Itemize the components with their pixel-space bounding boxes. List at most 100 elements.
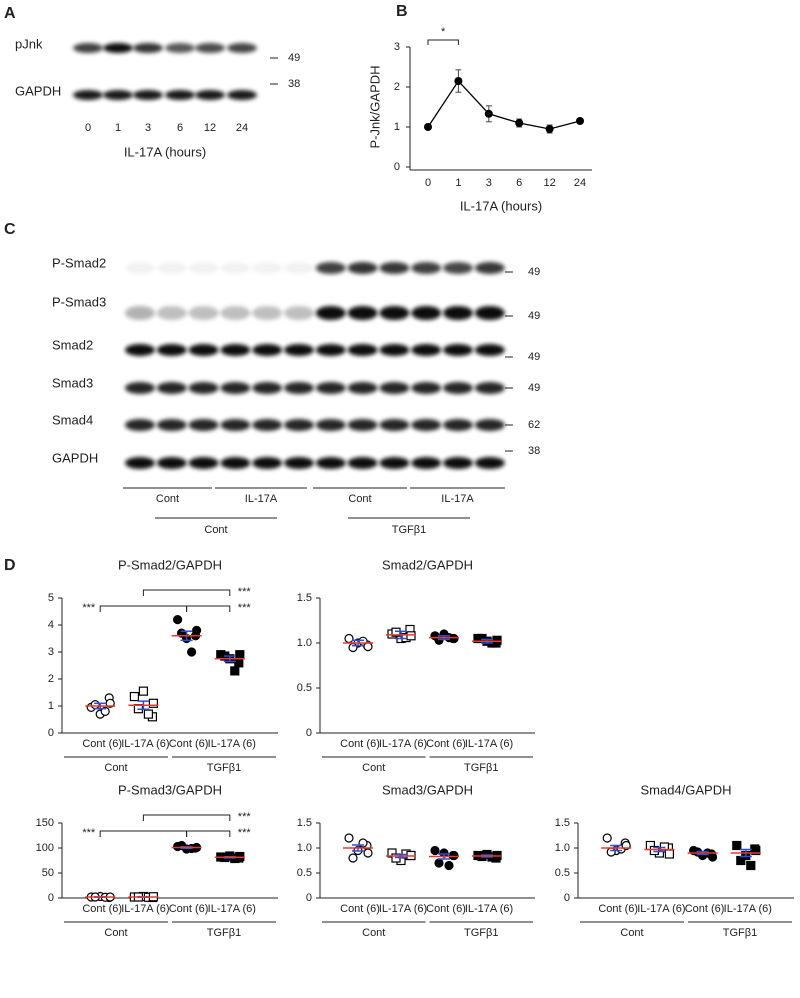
blot-band	[227, 90, 257, 100]
x-tick-label: IL-17A (6)	[379, 903, 427, 915]
x-tick-label: IL-17A (6)	[208, 738, 256, 750]
point	[434, 858, 444, 868]
blot-band	[379, 262, 410, 274]
x-tick-label: 12	[543, 177, 555, 189]
point	[406, 631, 416, 641]
blot-band	[411, 382, 442, 394]
row-label: GAPDH	[52, 450, 98, 465]
y-axis-label: P-Jnk/GAPDH	[367, 65, 382, 148]
blot-band	[315, 262, 346, 274]
y-tick-label: 100	[36, 842, 54, 854]
blot-band	[125, 457, 155, 469]
chart-title: Smad3/GAPDH	[382, 782, 473, 797]
point	[545, 125, 554, 133]
y-tick-label: 1.5	[297, 592, 312, 604]
y-tick-label: 1.0	[297, 637, 312, 649]
group-label: TGFβ1	[464, 762, 498, 774]
group-label: IL-17A	[245, 493, 278, 505]
lane-label: 3	[145, 122, 151, 134]
point	[492, 635, 502, 645]
row-label: Smad4	[52, 412, 93, 427]
blot-band	[411, 262, 442, 274]
y-tick-label: 0	[394, 161, 400, 173]
x-tick-label: Cont (6)	[426, 738, 466, 750]
blot-band	[252, 344, 283, 356]
point	[344, 833, 354, 843]
blot-band	[165, 90, 195, 100]
point	[746, 860, 756, 871]
blot-band	[73, 43, 103, 53]
lane-label: 0	[85, 122, 91, 134]
blot-band	[443, 382, 473, 394]
blot-band	[133, 43, 163, 53]
x-tick-label: Cont (6)	[82, 903, 122, 915]
y-tick-label: 4	[48, 619, 54, 631]
blot-band	[411, 419, 442, 431]
point	[449, 850, 459, 861]
blot-band	[188, 344, 219, 356]
y-tick-label: 2	[48, 673, 54, 685]
y-tick-label: 1	[394, 121, 400, 133]
group-label: TGFβ1	[464, 927, 498, 939]
blot-band	[411, 344, 442, 356]
point	[424, 123, 432, 131]
blot-band	[443, 262, 473, 274]
line	[427, 79, 581, 130]
point	[90, 700, 100, 710]
x-tick-label: 6	[516, 177, 522, 189]
blot-band	[474, 344, 505, 356]
x-tick-label: IL-17A (6)	[208, 903, 256, 915]
point	[348, 642, 358, 653]
bracket	[142, 589, 231, 596]
blot-band	[474, 457, 505, 469]
point	[751, 845, 761, 856]
blot-band	[411, 306, 442, 320]
y-tick-label: 3	[394, 41, 400, 53]
marker-label: 38	[528, 445, 540, 457]
point	[391, 627, 401, 637]
y-tick-label: 5	[48, 592, 54, 604]
blot-band	[443, 344, 473, 356]
marker-label: 49	[528, 351, 540, 363]
blot-band	[156, 344, 187, 356]
blot-band	[379, 344, 410, 356]
blot-band	[125, 382, 155, 394]
y-tick-label: 3	[48, 646, 54, 658]
x-tick-label: 24	[574, 177, 586, 189]
point	[707, 852, 718, 862]
row-label: pJnk	[15, 36, 43, 51]
point	[444, 860, 454, 871]
blot-band	[379, 457, 410, 469]
lane-label: 24	[236, 122, 248, 134]
row-label: P-Smad2	[52, 255, 106, 270]
bracket	[186, 605, 231, 612]
blot-band	[103, 43, 133, 53]
blot-band	[284, 457, 314, 469]
blot-band	[188, 457, 219, 469]
point	[138, 686, 148, 696]
x-tick-label: Cont (6)	[169, 738, 209, 750]
chart-title: P-Smad2/GAPDH	[118, 557, 222, 572]
x-tick-label: IL-17A (6)	[379, 738, 427, 750]
blot-band	[156, 382, 187, 394]
blot-band	[315, 419, 346, 431]
blot-band	[188, 262, 219, 274]
chart-title: Smad4/GAPDH	[640, 782, 731, 797]
point	[234, 658, 244, 668]
row-label: GAPDH	[15, 83, 61, 98]
blot-band	[474, 382, 505, 394]
blot-band	[443, 419, 473, 431]
group-label: IL-17A	[441, 493, 474, 505]
blot-band	[220, 306, 251, 320]
chart-title: P-Smad3/GAPDH	[118, 782, 222, 797]
blot-band	[347, 262, 378, 274]
y-tick-label: 2	[394, 81, 400, 93]
point	[363, 848, 373, 858]
marker-label: 38	[288, 78, 300, 90]
point	[649, 845, 660, 856]
x-tick-label: Cont (6)	[82, 738, 122, 750]
panel-label: C	[4, 221, 16, 238]
row-label: Smad2	[52, 337, 93, 352]
blot-band	[474, 262, 505, 274]
blot-band	[284, 382, 314, 394]
